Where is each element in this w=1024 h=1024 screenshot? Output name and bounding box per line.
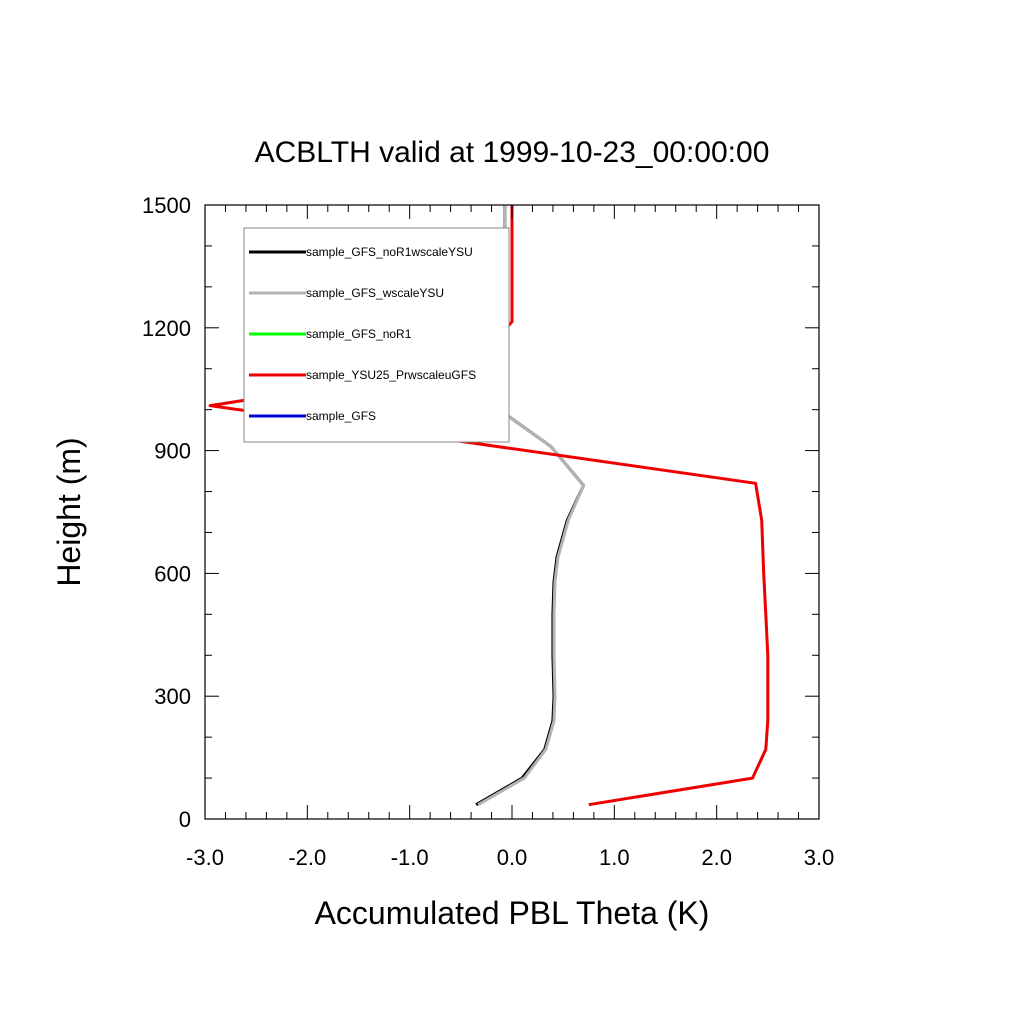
chart-title: ACBLTH valid at 1999-10-23_00:00:00: [255, 136, 770, 169]
x-tick-label: 3.0: [804, 845, 835, 870]
y-tick-label: 1500: [142, 193, 191, 218]
y-tick-label: 900: [154, 439, 191, 464]
x-tick-label: -2.0: [288, 845, 326, 870]
legend-label-1: sample_GFS_wscaleYSU: [306, 286, 444, 300]
y-tick-label: 0: [179, 807, 191, 832]
y-axis-title: Height (m): [51, 437, 87, 586]
x-tick-label: -1.0: [391, 845, 429, 870]
legend-label-2: sample_GFS_noR1: [306, 327, 412, 341]
x-tick-label: 0.0: [497, 845, 528, 870]
series-line-3: [208, 205, 770, 807]
y-tick-label: 600: [154, 561, 191, 586]
ticks-layer: -3.0 -2.0 -1.0 0.0 1.0 2.0 3.0 0 300 600 900 1200 15…: [142, 193, 834, 870]
legend-label-3: sample_YSU25_PrwscaleuGFS: [306, 368, 476, 382]
x-tick-label: 1.0: [599, 845, 630, 870]
y-tick-label: 1200: [142, 316, 191, 341]
legend-label-0: sample_GFS_noR1wscaleYSU: [306, 245, 473, 259]
legend-label-4: sample_GFS: [306, 409, 376, 423]
x-tick-label: -3.0: [186, 845, 224, 870]
y-tick-label: 300: [154, 684, 191, 709]
legend: sample_GFS_noR1wscaleYSU sample_GFS_wscal…: [243, 227, 510, 443]
x-axis-title: Accumulated PBL Theta (K): [315, 895, 710, 931]
x-tick-label: 2.0: [701, 845, 732, 870]
